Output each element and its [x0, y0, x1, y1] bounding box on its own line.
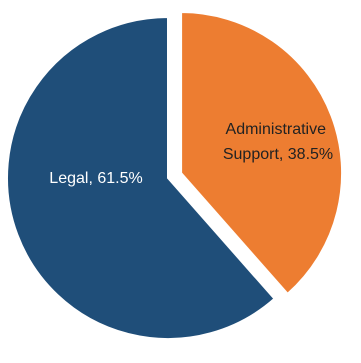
data-label-legal-line-1: Legal, 61.5% — [49, 170, 142, 187]
slices — [6, 11, 344, 340]
data-label-admin-line-2: Support, 38.5% — [223, 146, 333, 163]
data-label-admin-line-1: Administrative — [226, 121, 327, 138]
data-labels: Legal, 61.5% Administrative Support, 38.… — [49, 121, 333, 187]
data-label-legal: Legal, 61.5% — [49, 170, 142, 187]
data-label-administrative-support: Administrative Support, 38.5% — [223, 121, 333, 163]
pie-slice-legal — [6, 15, 276, 340]
pie-slice-administrative-support — [180, 11, 344, 296]
